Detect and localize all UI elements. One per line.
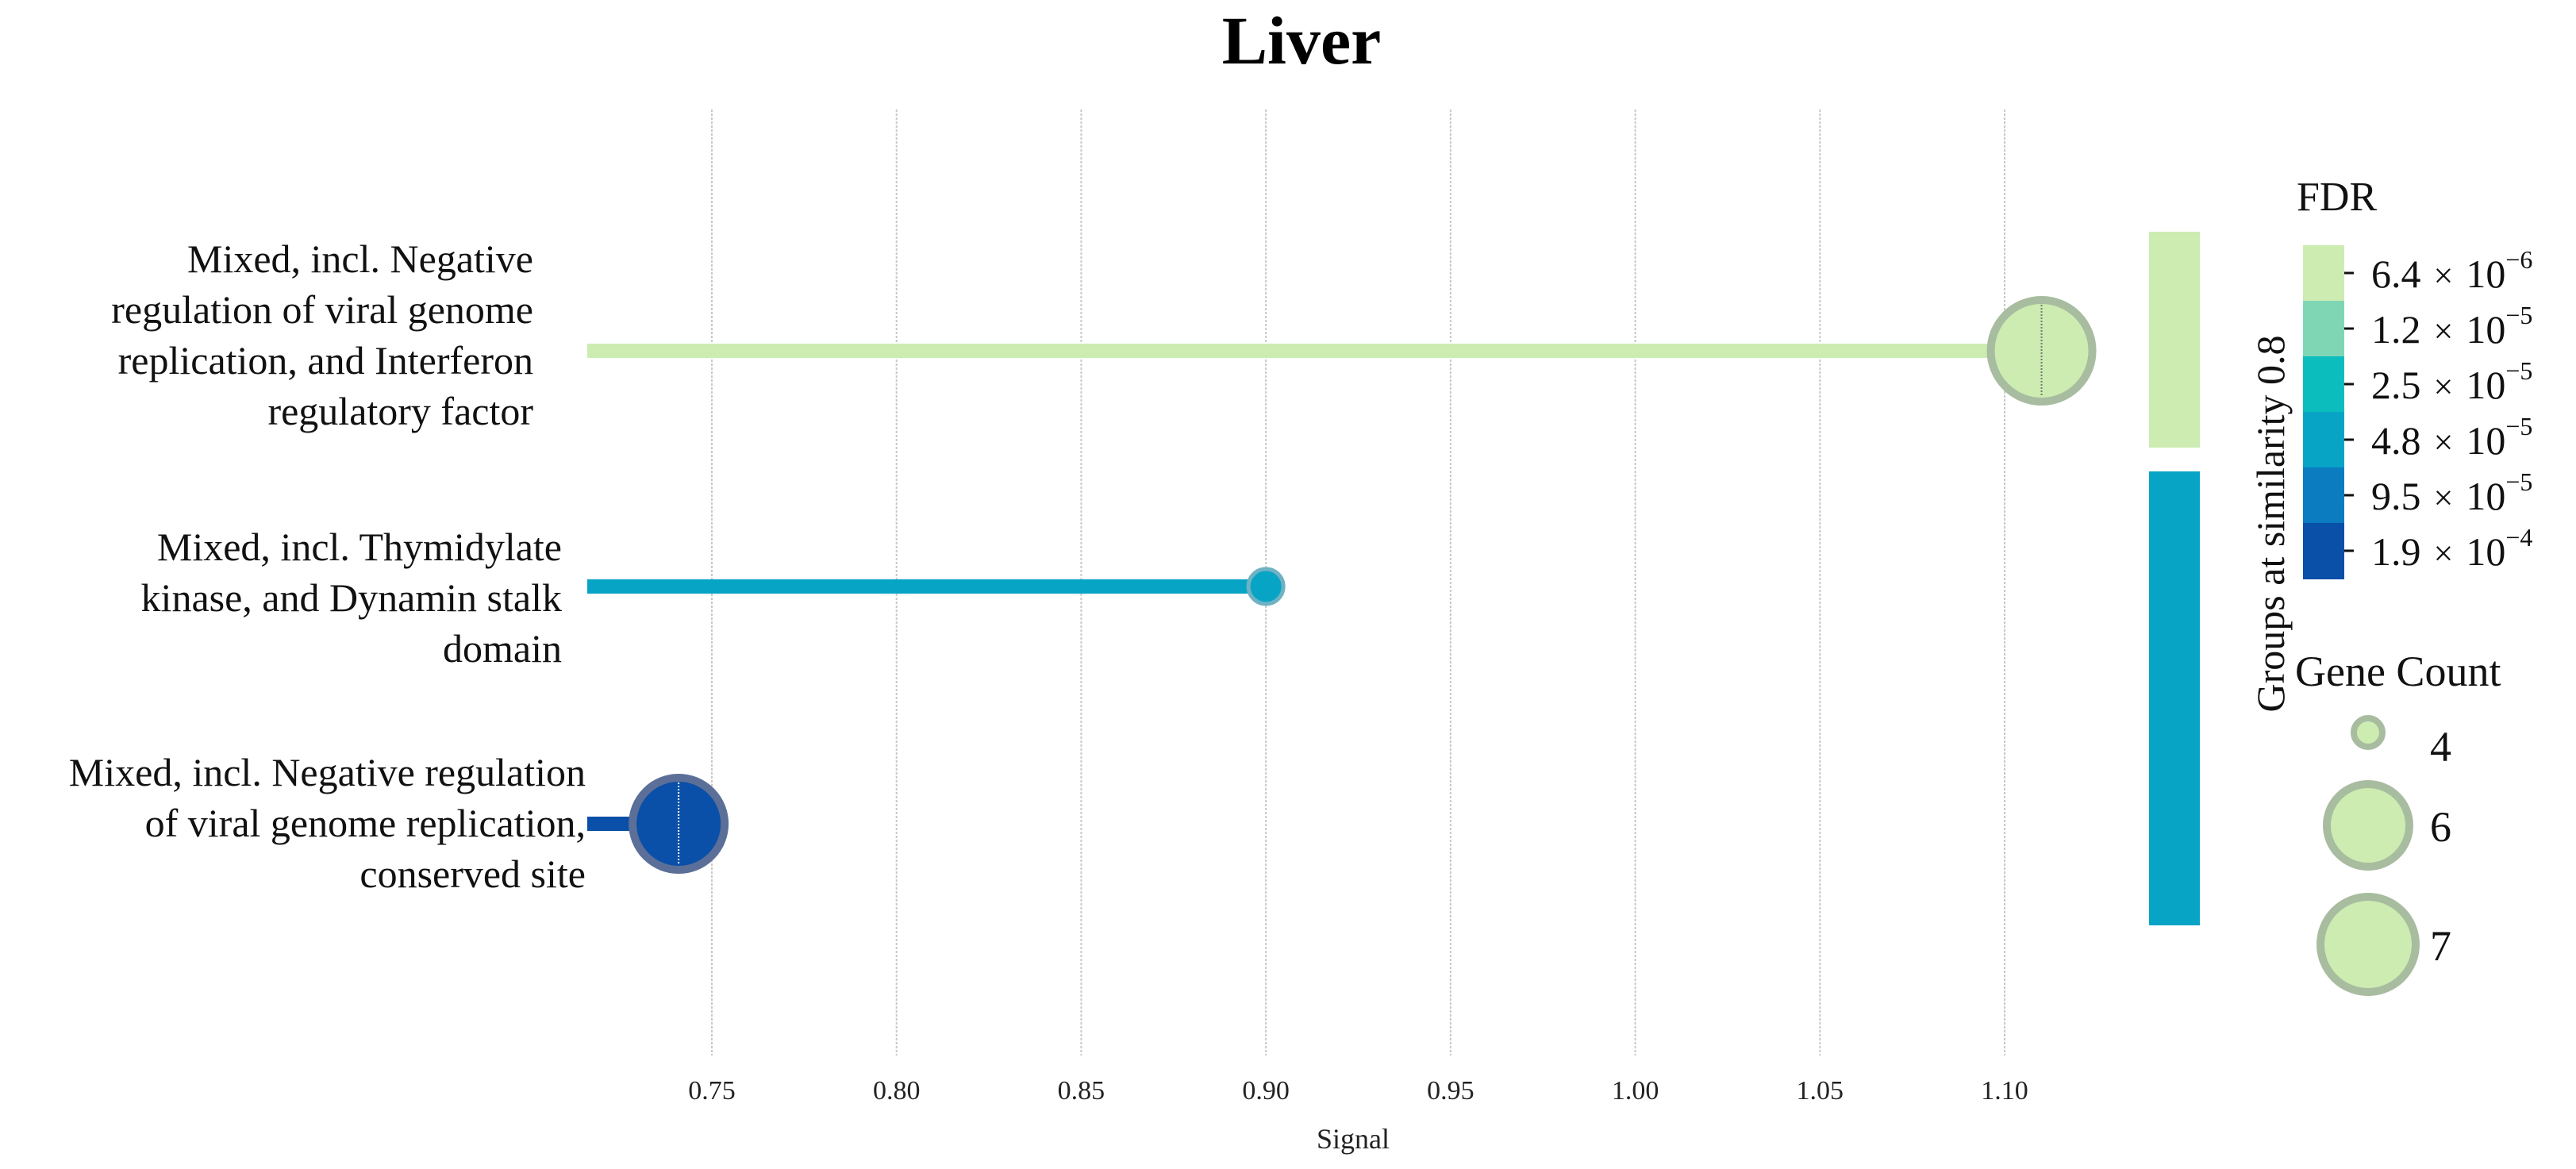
- category-label-line: of viral genome replication,: [145, 801, 586, 845]
- category-label-line: kinase, and Dynamin stalk: [141, 575, 562, 620]
- x-tick-label: 0.90: [1242, 1076, 1290, 1106]
- gene-count-legend-label: 6: [2430, 803, 2451, 851]
- category-label-line: regulatory factor: [267, 389, 533, 433]
- fdr-label: 1.9 × 10−4: [2371, 523, 2532, 574]
- category-label-line: replication, and Interferon: [118, 338, 533, 383]
- fdr-legend: FDR 6.4 × 10−61.2 × 10−52.5 × 10−54.8 × 10−59.5 × 1…: [2297, 175, 2532, 579]
- x-tick-label: 0.80: [873, 1076, 921, 1106]
- groups-label: Groups at similarity 0.8: [2248, 336, 2293, 713]
- category-label-line: Mixed, incl. Negative: [187, 236, 533, 281]
- gene-count-legend-marker: [2323, 780, 2413, 871]
- lollipop-stems: [587, 344, 2042, 831]
- data-point: [1246, 567, 1286, 606]
- gene-count-legend-marker: [2316, 893, 2420, 996]
- fdr-label: 2.5 × 10−5: [2371, 356, 2532, 407]
- fdr-color-swatch: [2303, 356, 2344, 413]
- x-tick-label: 1.10: [1981, 1076, 2028, 1106]
- x-tick-label: 0.95: [1427, 1076, 1474, 1106]
- group-block: [2149, 471, 2200, 925]
- category-label-line: domain: [443, 626, 562, 671]
- category-label-line: conserved site: [359, 852, 586, 896]
- x-tick-label: 0.85: [1058, 1076, 1105, 1106]
- fdr-label: 1.2 × 10−5: [2371, 301, 2532, 352]
- gene-count-legend-marker: [2351, 715, 2386, 750]
- category-label-line: Mixed, incl. Thymidylate: [157, 525, 562, 569]
- fdr-color-swatch: [2303, 412, 2344, 468]
- fdr-legend-title: FDR: [2297, 175, 2377, 220]
- x-axis-label: Signal: [1317, 1123, 1390, 1155]
- x-tick-label: 1.05: [1797, 1076, 1844, 1106]
- lollipop-points: [629, 296, 2097, 874]
- similarity-groups: [2149, 232, 2200, 925]
- x-tick-label: 1.00: [1612, 1076, 1659, 1106]
- fdr-color-swatch: [2303, 301, 2344, 357]
- fdr-label: 4.8 × 10−5: [2371, 412, 2532, 463]
- chart-title: Liver: [1222, 2, 1382, 79]
- gene-count-legend-label: 7: [2430, 922, 2451, 970]
- group-block: [2149, 232, 2200, 448]
- fdr-label: 6.4 × 10−6: [2371, 245, 2532, 296]
- x-tick-label: 0.75: [688, 1076, 736, 1106]
- gene-count-legend-label: 4: [2430, 723, 2451, 771]
- fdr-color-swatch: [2303, 245, 2344, 302]
- category-label-line: regulation of viral genome: [111, 287, 533, 332]
- fdr-color-swatch: [2303, 467, 2344, 524]
- category-label-line: Mixed, incl. Negative regulation: [69, 750, 586, 794]
- x-axis-ticks: 0.75 0.80 0.85 0.90 0.95 1.00 1.05 1.10: [688, 1076, 2028, 1106]
- category-labels: Mixed, incl. Negative regulation of viral…: [69, 236, 586, 896]
- fdr-color-swatch: [2303, 523, 2344, 579]
- fdr-label: 9.5 × 10−5: [2371, 467, 2532, 518]
- gene-count-legend-title: Gene Count: [2295, 648, 2501, 695]
- gene-count-legend: Gene Count 4 6 7: [2295, 648, 2501, 996]
